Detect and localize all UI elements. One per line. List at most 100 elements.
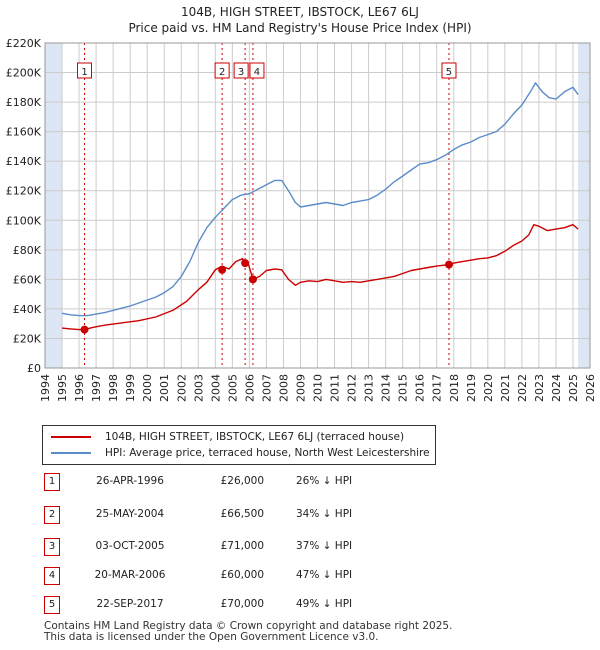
transaction-number: 2 — [44, 506, 60, 524]
x-tick-label: 2008 — [277, 374, 290, 402]
chart-title-line2: Price paid vs. HM Land Registry's House … — [128, 21, 472, 35]
x-tick-label: 1996 — [73, 374, 86, 402]
footer-copyright: Contains HM Land Registry data © Crown c… — [44, 620, 453, 632]
x-tick-label: 2013 — [363, 374, 376, 402]
x-tick-label: 2019 — [465, 374, 478, 402]
y-tick-label: £20K — [13, 332, 42, 345]
x-tick-label: 1997 — [90, 374, 103, 402]
x-tick-label: 2021 — [499, 374, 512, 402]
x-tick-label: 2002 — [175, 374, 188, 402]
x-tick-label: 1998 — [107, 374, 120, 402]
y-tick-label: £40K — [13, 303, 42, 316]
plot-frame — [44, 42, 591, 369]
x-tick-label: 2016 — [414, 374, 427, 402]
y-tick-label: £60K — [13, 273, 42, 286]
x-tick-label: 2009 — [294, 374, 307, 402]
transaction-hpi-diff: 37% ↓ HPI — [296, 540, 353, 552]
y-tick-label: £140K — [6, 155, 42, 168]
sale-point — [444, 260, 453, 269]
transaction-number: 4 — [44, 567, 60, 585]
x-tick-label: 2025 — [567, 374, 580, 402]
x-tick-label: 1994 — [39, 374, 52, 402]
transaction-hpi-diff: 49% ↓ HPI — [296, 598, 353, 610]
transaction-price: £70,000 — [220, 598, 264, 610]
transaction-hpi-diff: 47% ↓ HPI — [296, 569, 353, 581]
price-chart: £0 £20K £40K £60K £80K £100K £120K £140K £160K £1… — [6, 37, 597, 402]
x-tick-label: 2023 — [533, 374, 546, 402]
shaded-region — [45, 43, 63, 368]
y-tick-label: £120K — [6, 185, 42, 198]
x-tick-label: 2026 — [584, 374, 597, 402]
x-tick-label: 2003 — [192, 374, 205, 402]
footer: Contains HM Land Registry data © Crown c… — [44, 621, 452, 643]
y-tick-label: £100K — [6, 214, 42, 227]
sale-label-box — [249, 62, 265, 79]
sale-label-number: 3 — [238, 67, 244, 78]
transaction-date: 20-MAR-2006 — [94, 569, 166, 581]
transaction-price: £66,500 — [220, 508, 264, 520]
x-tick-label: 2024 — [550, 374, 563, 402]
transaction-row: 4 20-MAR-2006 £60,000 47% ↓ HPI — [0, 567, 600, 587]
x-tick-label: 2010 — [312, 374, 325, 402]
price-paid-line — [61, 223, 579, 331]
legend-item-price: 104B, HIGH STREET, IBSTOCK, LE67 6LJ (te… — [51, 429, 404, 445]
x-tick-label: 2011 — [329, 374, 342, 402]
sale-label-number: 1 — [81, 67, 87, 78]
y-tick-label: £160K — [6, 126, 42, 139]
legend: 104B, HIGH STREET, IBSTOCK, LE67 6LJ (te… — [42, 425, 436, 465]
sale-label-box — [233, 62, 249, 79]
transaction-row: 3 03-OCT-2005 £71,000 37% ↓ HPI — [0, 538, 600, 558]
transaction-row: 2 25-MAY-2004 £66,500 34% ↓ HPI — [0, 506, 600, 526]
sale-label-number: 4 — [254, 67, 260, 78]
x-tick-label: 2012 — [346, 374, 359, 402]
sale-label-box — [441, 62, 457, 79]
transaction-date: 22-SEP-2017 — [96, 598, 164, 610]
transaction-date: 26-APR-1996 — [96, 475, 164, 487]
legend-item-hpi: HPI: Average price, terraced house, Nort… — [51, 445, 430, 461]
transaction-row: 5 22-SEP-2017 £70,000 49% ↓ HPI — [0, 596, 600, 616]
sale-point — [248, 275, 257, 284]
transaction-number: 1 — [44, 473, 60, 491]
transaction-price: £26,000 — [220, 475, 264, 487]
transaction-row: 1 26-APR-1996 £26,000 26% ↓ HPI — [0, 473, 600, 493]
transaction-price: £71,000 — [220, 540, 264, 552]
transaction-hpi-diff: 26% ↓ HPI — [296, 475, 353, 487]
footer-licence: This data is licensed under the Open Gov… — [44, 631, 379, 643]
x-tick-label: 2001 — [158, 374, 171, 402]
sale-point — [218, 265, 227, 274]
y-tick-label: £80K — [13, 244, 42, 257]
sale-point — [80, 325, 89, 334]
x-tick-label: 1995 — [56, 374, 69, 402]
x-tick-label: 2015 — [397, 374, 410, 402]
x-tick-label: 1999 — [124, 374, 137, 402]
transaction-number: 3 — [44, 538, 60, 556]
legend-price-swatch — [51, 436, 91, 438]
legend-price-label: 104B, HIGH STREET, IBSTOCK, LE67 6LJ (te… — [105, 431, 405, 443]
x-tick-label: 2020 — [482, 374, 495, 402]
x-tick-label: 2005 — [226, 374, 239, 402]
x-tick-label: 2018 — [448, 374, 461, 402]
sale-label-box — [214, 62, 230, 79]
transaction-hpi-diff: 34% ↓ HPI — [296, 508, 353, 520]
legend-hpi-label: HPI: Average price, terraced house, Nort… — [105, 447, 430, 459]
transaction-price: £60,000 — [220, 569, 264, 581]
chart-title-line1: 104B, HIGH STREET, IBSTOCK, LE67 6LJ — [181, 5, 419, 19]
sale-label-box — [77, 62, 93, 79]
x-tick-label: 2007 — [260, 374, 273, 402]
y-tick-label: £200K — [6, 67, 42, 80]
x-tick-label: 2022 — [516, 374, 529, 402]
x-tick-label: 2000 — [141, 374, 154, 402]
sale-label-number: 5 — [446, 67, 452, 78]
sale-label-number: 2 — [219, 67, 225, 78]
hpi-line — [61, 82, 579, 317]
x-tick-label: 2017 — [431, 374, 444, 402]
y-tick-label: £0 — [27, 362, 41, 375]
y-tick-label: £180K — [6, 96, 42, 109]
transaction-date: 03-OCT-2005 — [95, 540, 165, 552]
x-tick-label: 2004 — [209, 374, 222, 402]
sale-point — [241, 259, 250, 268]
y-tick-label: £220K — [6, 37, 42, 50]
transaction-date: 25-MAY-2004 — [95, 508, 165, 520]
transaction-number: 5 — [44, 596, 60, 614]
x-tick-label: 2006 — [243, 374, 256, 402]
